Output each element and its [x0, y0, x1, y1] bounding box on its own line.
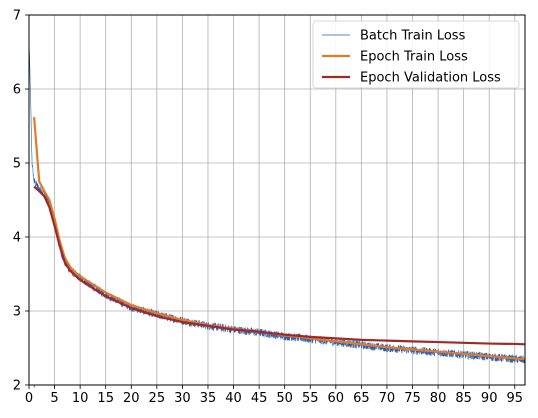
x-tick-label: 45: [251, 391, 268, 406]
series-line-epoch-train: [33, 117, 526, 361]
legend-box: [312, 20, 520, 89]
x-tick-label: 90: [481, 391, 498, 406]
x-tick-label: 65: [353, 391, 370, 406]
axis-ticks: 0 5 10 15 20 25 30 35 40 45 50 55 60 65 70 75 80 85 90 9523…: [13, 9, 523, 407]
x-tick-label: 0: [25, 391, 33, 406]
plot-frame: [28, 14, 526, 386]
x-tick-label: 60: [328, 391, 345, 406]
y-tick-label: 6: [13, 83, 21, 98]
y-tick-label: 3: [13, 305, 21, 320]
y-tick-label: 5: [13, 157, 21, 172]
legend-label: Batch Train Loss: [360, 29, 466, 44]
y-tick-label: 7: [13, 9, 21, 24]
x-tick-label: 30: [174, 391, 191, 406]
x-tick-label: 50: [276, 391, 293, 406]
x-tick-label: 5: [50, 391, 58, 406]
y-tick-label: 2: [13, 379, 21, 394]
x-tick-label: 20: [123, 391, 140, 406]
x-tick-label: 25: [149, 391, 166, 406]
x-tick-label: 10: [72, 391, 89, 406]
legend-label: Epoch Validation Loss: [360, 71, 501, 86]
legend-label: Epoch Train Loss: [360, 50, 468, 65]
x-tick-label: 55: [302, 391, 319, 406]
x-tick-label: 75: [404, 391, 421, 406]
x-tick-label: 80: [430, 391, 447, 406]
x-tick-label: 40: [225, 391, 242, 406]
x-tick-label: 70: [379, 391, 396, 406]
legend: Batch Train Loss Epoch Train Loss Epoch Va…: [312, 20, 520, 89]
x-tick-label: 35: [200, 391, 217, 406]
x-tick-label: 85: [455, 391, 472, 406]
x-tick-label: 15: [97, 391, 114, 406]
y-tick-label: 4: [13, 231, 21, 246]
series-line-epoch-validation: [33, 185, 526, 346]
x-tick-label: 95: [506, 391, 523, 406]
series-layer: [28, 36, 526, 364]
